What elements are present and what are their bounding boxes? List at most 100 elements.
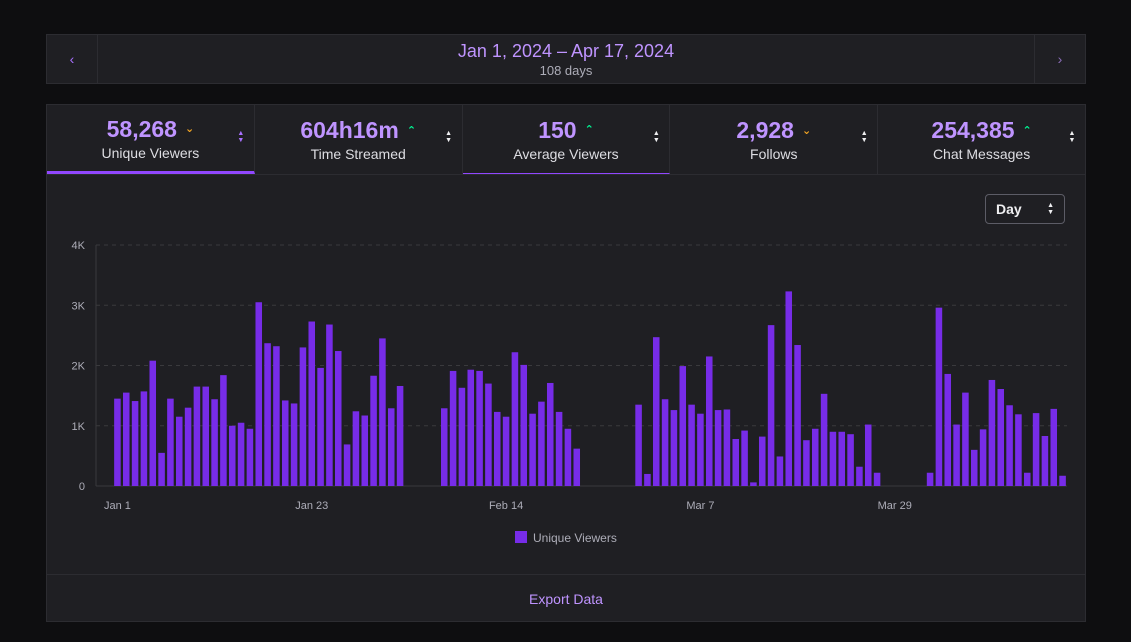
bar[interactable] (387, 408, 395, 486)
bar[interactable] (1006, 405, 1013, 486)
bar[interactable] (237, 422, 245, 486)
bar[interactable] (476, 370, 483, 486)
metric-tab-time-streamed[interactable]: 604h16m ⌃ Time Streamed ▲ ▼ (255, 105, 463, 174)
bar[interactable] (493, 411, 501, 486)
bar[interactable] (767, 325, 775, 486)
metric-tab-average-viewers[interactable]: 150 ⌃ Average Viewers ▲ ▼ (462, 105, 671, 174)
bar[interactable] (246, 428, 254, 486)
bar[interactable] (723, 409, 731, 486)
bar[interactable] (1032, 413, 1040, 486)
bar[interactable] (697, 413, 704, 486)
bar[interactable] (175, 416, 183, 486)
metric-tab-follows[interactable]: 2,928 ⌄ Follows ▲ ▼ (670, 105, 879, 174)
bar[interactable] (688, 404, 695, 486)
bar[interactable] (864, 424, 872, 486)
bar[interactable] (546, 382, 554, 486)
bar[interactable] (732, 439, 740, 486)
bar[interactable] (202, 386, 210, 486)
bar[interactable] (714, 410, 722, 486)
bar[interactable] (750, 482, 757, 486)
sort-icon[interactable]: ▲ ▼ (1068, 130, 1076, 144)
bar[interactable] (440, 408, 448, 486)
bar[interactable] (573, 448, 581, 486)
bar[interactable] (785, 291, 793, 486)
bar[interactable] (370, 375, 377, 486)
bar[interactable] (935, 307, 943, 486)
bar[interactable] (670, 410, 678, 486)
bar[interactable] (811, 428, 819, 486)
bar[interactable] (290, 403, 298, 486)
bar[interactable] (794, 345, 801, 486)
bar[interactable] (449, 370, 457, 486)
bar[interactable] (184, 407, 192, 486)
bar[interactable] (652, 337, 660, 486)
bar[interactable] (644, 473, 651, 486)
bar[interactable] (776, 456, 784, 486)
bar[interactable] (264, 343, 271, 486)
bar[interactable] (555, 411, 563, 486)
bar[interactable] (308, 321, 316, 486)
bar[interactable] (149, 360, 157, 486)
bar[interactable] (317, 367, 324, 486)
bar[interactable] (538, 401, 545, 486)
bar[interactable] (228, 425, 236, 486)
bar[interactable] (856, 466, 863, 486)
bar[interactable] (1023, 472, 1031, 486)
bar[interactable] (140, 391, 148, 486)
bar[interactable] (1015, 414, 1022, 486)
bar[interactable] (758, 436, 766, 486)
bar[interactable] (838, 431, 846, 486)
previous-period-button[interactable]: ‹ (47, 35, 98, 83)
bar[interactable] (255, 302, 263, 486)
bar[interactable] (114, 398, 121, 486)
bar[interactable] (988, 379, 996, 486)
bar[interactable] (193, 386, 201, 486)
bar[interactable] (343, 444, 351, 486)
bar[interactable] (661, 399, 669, 486)
bar[interactable] (396, 385, 404, 486)
bar[interactable] (970, 449, 978, 486)
bar[interactable] (679, 366, 687, 486)
bar[interactable] (158, 452, 165, 486)
bar[interactable] (167, 398, 174, 486)
bar[interactable] (705, 356, 713, 486)
bar[interactable] (220, 375, 227, 486)
bar[interactable] (979, 429, 987, 486)
sort-icon[interactable]: ▲ ▼ (652, 130, 660, 144)
bar[interactable] (997, 388, 1005, 486)
bar[interactable] (635, 404, 642, 486)
bar[interactable] (829, 431, 837, 486)
bar[interactable] (953, 424, 960, 486)
metric-tab-unique-viewers[interactable]: 58,268 ⌄ Unique Viewers ▲ ▼ (47, 105, 255, 174)
bar[interactable] (458, 387, 466, 486)
metric-tab-chat-messages[interactable]: 254,385 ⌃ Chat Messages ▲ ▼ (878, 105, 1085, 174)
bar[interactable] (273, 346, 280, 486)
bar[interactable] (944, 373, 952, 486)
bar[interactable] (131, 401, 139, 486)
bar[interactable] (820, 393, 828, 486)
bar[interactable] (803, 440, 810, 486)
bar[interactable] (326, 324, 333, 486)
bar[interactable] (873, 472, 881, 486)
bar[interactable] (520, 364, 528, 486)
bar[interactable] (1059, 475, 1066, 486)
bar[interactable] (361, 415, 369, 486)
bar[interactable] (211, 399, 218, 486)
bar[interactable] (502, 416, 510, 486)
sort-icon[interactable]: ▲ ▼ (445, 130, 453, 144)
bar[interactable] (564, 428, 572, 486)
next-period-button[interactable]: › (1034, 35, 1085, 83)
bar[interactable] (467, 369, 475, 486)
sort-icon[interactable]: ▲ ▼ (237, 130, 245, 144)
bar[interactable] (334, 351, 342, 486)
export-data-button[interactable]: Export Data (529, 591, 603, 607)
bar[interactable] (122, 392, 130, 486)
bar[interactable] (741, 430, 748, 486)
interval-select[interactable]: Day ▲ ▼ (985, 194, 1065, 224)
bar[interactable] (281, 400, 289, 486)
bar[interactable] (379, 338, 386, 486)
sort-icon[interactable]: ▲ ▼ (860, 130, 868, 144)
bar[interactable] (485, 383, 492, 486)
bar[interactable] (847, 434, 854, 486)
bar[interactable] (962, 392, 969, 486)
